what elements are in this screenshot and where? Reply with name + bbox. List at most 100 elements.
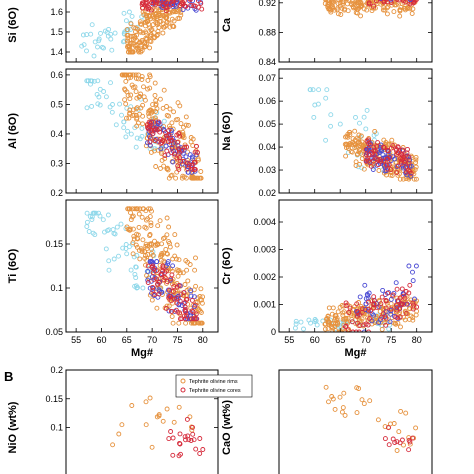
data-point: [193, 255, 198, 261]
data-point: [113, 122, 119, 128]
data-point: [194, 143, 199, 149]
data-point: [371, 294, 377, 300]
y-tick-label: 0.4: [50, 129, 63, 139]
data-point: [369, 155, 374, 161]
data-point: [112, 30, 118, 36]
data-point: [377, 298, 383, 304]
data-point: [167, 24, 173, 30]
data-point: [184, 416, 190, 422]
data-point: [84, 224, 90, 229]
data-point: [164, 148, 170, 154]
data-point: [386, 162, 392, 168]
data-point: [126, 44, 132, 50]
data-point: [330, 328, 336, 332]
data-point: [395, 144, 401, 150]
data-point: [166, 308, 172, 314]
data-point: [413, 157, 419, 163]
y-tick-label: 0.07: [258, 73, 276, 83]
x-tick-label: 65: [335, 335, 345, 345]
data-point: [79, 43, 85, 49]
y-tick-label: 0.02: [258, 188, 276, 198]
data-point: [191, 294, 197, 300]
data-point: [133, 72, 139, 78]
data-point: [147, 33, 153, 39]
data-point: [147, 139, 153, 145]
data-point: [372, 151, 378, 157]
data-point: [133, 89, 139, 95]
data-point: [129, 403, 135, 408]
data-point: [148, 108, 154, 114]
data-point: [343, 153, 349, 159]
data-point: [368, 149, 374, 155]
data-point: [173, 117, 179, 123]
data-point: [396, 0, 402, 3]
data-point: [171, 419, 177, 425]
data-point: [180, 134, 185, 140]
data-point: [166, 224, 172, 230]
data-point: [368, 308, 374, 314]
data-point: [361, 114, 367, 120]
data-point: [135, 76, 141, 82]
data-point: [386, 442, 392, 448]
data-point: [352, 128, 358, 134]
data-point: [147, 124, 153, 130]
data-point: [172, 232, 178, 238]
data-point: [161, 118, 167, 124]
data-point: [174, 267, 180, 273]
data-point: [347, 305, 353, 311]
data-point: [154, 259, 160, 265]
data-point: [129, 214, 135, 220]
data-point: [133, 242, 139, 248]
plot-area-cao: [323, 384, 419, 453]
data-point: [170, 289, 176, 294]
data-point: [150, 270, 156, 276]
plot-area-cr: [292, 263, 420, 332]
data-point: [406, 447, 412, 453]
data-point: [85, 78, 91, 84]
data-point: [168, 308, 174, 314]
data-point: [328, 112, 334, 118]
data-point: [413, 425, 419, 431]
y-tick-label: 0.002: [253, 272, 276, 282]
data-point: [166, 175, 172, 181]
data-point: [140, 102, 146, 108]
data-point: [407, 168, 413, 174]
data-point: [374, 143, 380, 149]
data-point: [120, 245, 126, 251]
data-point: [389, 145, 394, 151]
data-point: [337, 394, 343, 400]
legend: Tephrite olivine rims Tephrite olivine c…: [175, 374, 253, 398]
data-point: [173, 175, 179, 181]
data-point: [340, 310, 346, 316]
data-point: [170, 435, 176, 441]
data-point: [356, 329, 362, 332]
data-point: [377, 0, 383, 2]
data-point: [407, 282, 413, 288]
data-point: [375, 417, 381, 423]
data-point: [311, 114, 317, 120]
data-point: [170, 0, 176, 3]
data-point: [364, 138, 370, 144]
data-point: [108, 36, 114, 42]
panels: 1.61.51.4Si (6O)0.920.880.84Ca0.60.50.40…: [7, 0, 433, 474]
x-tick-label: 80: [412, 335, 422, 345]
data-point: [192, 267, 198, 273]
data-point: [301, 326, 306, 332]
data-point: [161, 258, 167, 264]
data-point: [185, 278, 191, 284]
data-point: [316, 87, 322, 93]
data-point: [124, 115, 129, 121]
data-point: [346, 310, 352, 315]
data-point: [109, 109, 115, 115]
data-point: [332, 313, 338, 318]
data-point: [157, 288, 163, 294]
data-point: [399, 437, 405, 443]
data-point: [156, 280, 162, 285]
data-point: [190, 431, 196, 437]
data-point: [176, 257, 182, 263]
data-point: [332, 406, 338, 412]
data-point: [92, 232, 98, 238]
data-point: [123, 246, 129, 251]
data-point: [193, 311, 199, 317]
data-point: [133, 144, 139, 150]
